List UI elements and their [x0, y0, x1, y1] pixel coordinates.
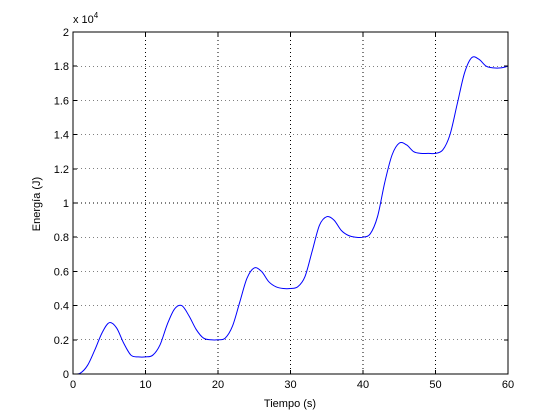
y-tick-label: 0.2	[54, 335, 69, 347]
tick-marks	[72, 31, 509, 375]
tick-labels: 0 10 20 30 40 50 60 0 0.2 0.4 0.6 0.8 1 1.2 1.4 1.6 1.8 2	[54, 27, 514, 391]
y-axis-title: Energía (J)	[31, 177, 43, 231]
y-tick-label: 1	[63, 198, 69, 210]
x-tick-label: 40	[357, 379, 369, 391]
series-layer	[72, 56, 509, 375]
y-axis-multiplier: x 104	[73, 11, 99, 26]
grid-lines	[73, 32, 508, 374]
y-tick-label: 0.4	[54, 301, 69, 313]
y-tick-label: 0	[63, 369, 69, 381]
x-tick-label: 20	[212, 379, 224, 391]
y-tick-label: 1.4	[54, 130, 69, 142]
axes-box	[72, 31, 509, 375]
x-tick-label: 30	[284, 379, 296, 391]
x-tick-label: 60	[502, 379, 514, 391]
y-tick-label: 1.8	[54, 61, 69, 73]
x-tick-label: 50	[429, 379, 441, 391]
x-tick-label: 10	[139, 379, 151, 391]
y-tick-label: 1.6	[54, 95, 69, 107]
y-tick-label: 0.8	[54, 232, 69, 244]
y-tick-label: 0.6	[54, 266, 69, 278]
axes-frame	[72, 31, 509, 375]
x-axis-title: Tiempo (s)	[264, 398, 316, 410]
y-tick-label: 2	[63, 27, 69, 39]
series-line-energia	[72, 56, 509, 375]
y-tick-label: 1.2	[54, 164, 69, 176]
x-tick-label: 0	[70, 379, 76, 391]
